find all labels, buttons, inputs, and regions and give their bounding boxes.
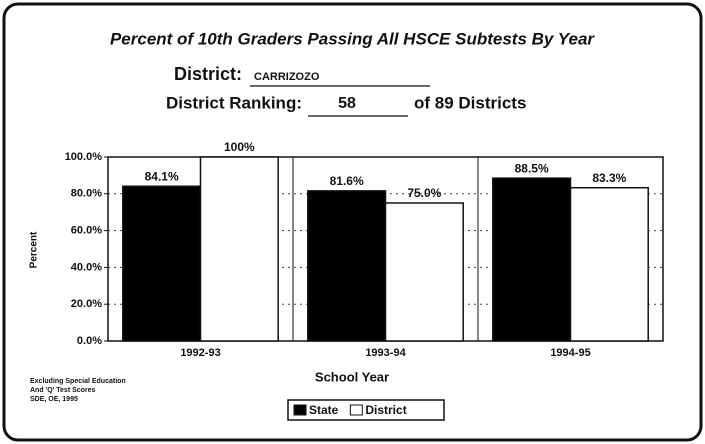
district: CARRIZOZO bbox=[254, 71, 320, 83]
bar bbox=[492, 177, 572, 342]
y-tick-label: 20.0% bbox=[71, 298, 102, 310]
value-label: 100% bbox=[224, 140, 255, 154]
x-tick-label: 1992-93 bbox=[180, 347, 220, 359]
y-tick-label: 60.0% bbox=[71, 225, 102, 237]
footnote: And 'Q' Test Scores bbox=[30, 387, 96, 394]
bar bbox=[569, 186, 649, 342]
value-label: 81.6% bbox=[330, 174, 364, 188]
value-label: 75.0% bbox=[407, 186, 441, 200]
chart-title: Percent of 10th Graders Passing All HSCE… bbox=[110, 29, 595, 48]
legend-swatch bbox=[349, 404, 363, 416]
x-axis-label: School Year bbox=[315, 369, 389, 384]
value-label: 84.1% bbox=[145, 169, 179, 183]
ranking-suffix: of 89 Districts bbox=[414, 93, 526, 112]
x-tick-label: 1993-94 bbox=[365, 347, 406, 359]
bar bbox=[384, 202, 464, 342]
legend-label: State bbox=[309, 403, 339, 417]
y-tick-label: 80.0% bbox=[71, 188, 102, 200]
y-tick-label: 100.0% bbox=[65, 151, 103, 163]
y-axis-label: Percent bbox=[29, 231, 40, 268]
bar bbox=[122, 185, 202, 342]
ranking-label: District Ranking: bbox=[166, 93, 302, 112]
x-tick-label: 1994-95 bbox=[550, 347, 590, 359]
footnote: SDE, OE, 1995 bbox=[30, 396, 78, 403]
ranking: 58 bbox=[338, 95, 356, 112]
legend-label: District bbox=[365, 403, 406, 417]
legend-swatch bbox=[293, 404, 307, 416]
legend-box bbox=[287, 399, 445, 421]
value-label: 88.5% bbox=[515, 161, 549, 175]
y-tick-label: 40.0% bbox=[71, 261, 102, 273]
value-label: 83.3% bbox=[592, 171, 626, 185]
bar bbox=[307, 190, 387, 342]
footnote: Excluding Special Education bbox=[30, 378, 126, 385]
y-tick-label: 0.0% bbox=[77, 335, 102, 347]
district-label: District: bbox=[174, 64, 242, 84]
bar bbox=[199, 156, 279, 342]
